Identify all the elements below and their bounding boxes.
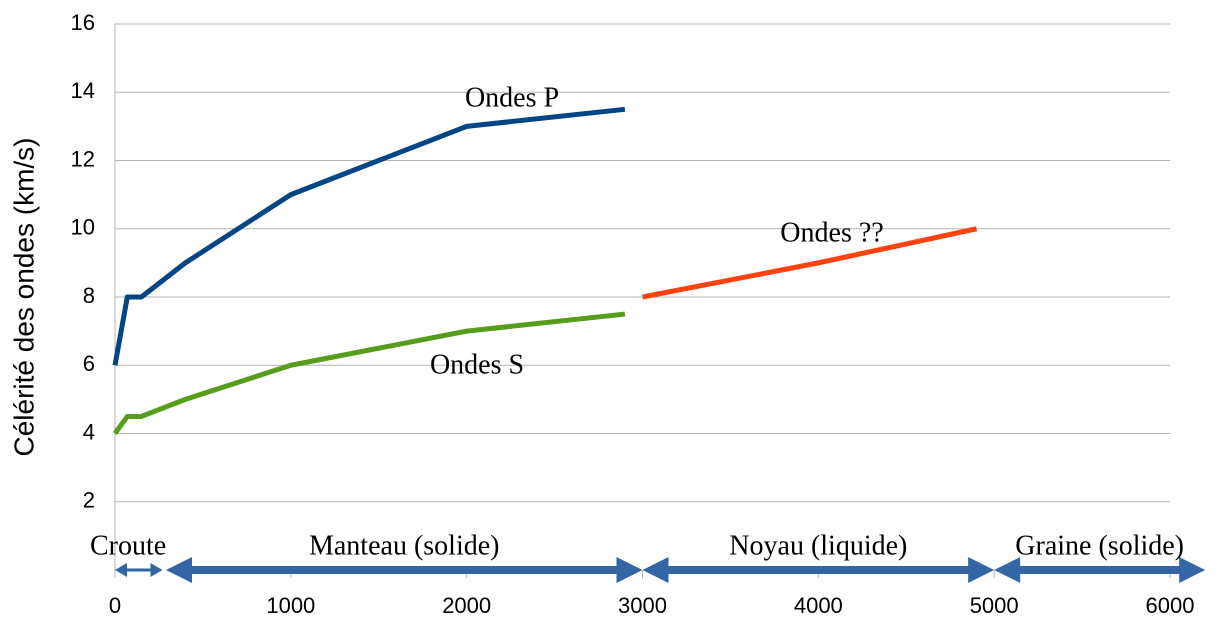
y-tick-label: 6 (83, 351, 95, 376)
arrow-head (165, 557, 192, 583)
zone-label: Graine (solide) (1015, 530, 1184, 561)
series-label: Ondes S (430, 349, 524, 380)
y-tick-label: 14 (71, 78, 95, 103)
x-tick-label: 1000 (266, 593, 315, 618)
arrow-head (150, 563, 163, 577)
y-tick-label: 4 (83, 419, 95, 444)
y-tick-label: 10 (71, 215, 95, 240)
zone-label: Noyau (liquide) (729, 530, 907, 561)
series-line (642, 226, 978, 300)
x-tick-label: 5000 (970, 593, 1019, 618)
x-tick-label: 6000 (1146, 593, 1195, 618)
series-label: Ondes P (465, 82, 559, 113)
series-line (112, 311, 626, 435)
arrow-head (968, 557, 995, 583)
x-tick-label: 4000 (794, 593, 843, 618)
arrow-head (115, 563, 127, 577)
y-tick-label: 2 (83, 488, 95, 513)
series-line (112, 106, 626, 366)
y-axis-label: Célérité des ondes (km/s) (8, 137, 39, 456)
arrow-head (994, 557, 1021, 583)
zone-label: Manteau (solide) (309, 530, 500, 561)
y-tick-label: 16 (71, 10, 95, 35)
series-label: Ondes ?? (780, 217, 883, 248)
arrow-head (1179, 557, 1206, 583)
y-tick-label: 8 (83, 283, 95, 308)
x-tick-label: 0 (109, 593, 121, 618)
arrow-head (642, 557, 669, 583)
x-tick-label: 2000 (442, 593, 491, 618)
zone-label: Croute (90, 530, 166, 561)
arrow-head (616, 557, 643, 583)
y-tick-label: 12 (71, 146, 95, 171)
x-tick-label: 3000 (618, 593, 667, 618)
